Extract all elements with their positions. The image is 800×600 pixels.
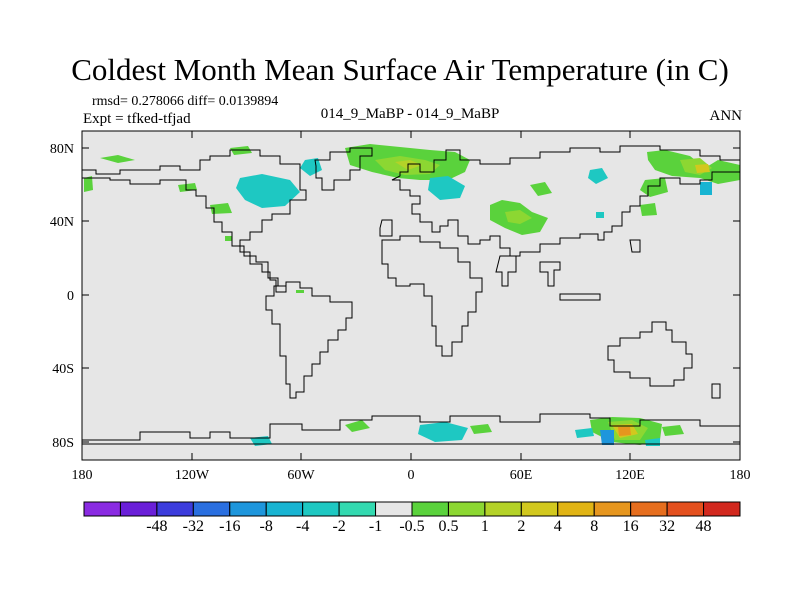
colorbar-label: -0.5 xyxy=(399,518,424,535)
lon-label: 60E xyxy=(510,468,533,483)
colorbar-swatch xyxy=(83,501,121,517)
patch-negative xyxy=(236,174,300,208)
colorbar-swatch xyxy=(156,501,194,517)
latitude-axis: 80N 40N 0 40S 80S xyxy=(50,142,740,451)
patch-positive xyxy=(695,164,710,173)
colorbar-label: -1 xyxy=(369,518,382,535)
colorbar-swatch xyxy=(703,501,741,517)
lon-label: 0 xyxy=(408,468,415,483)
patch-positive xyxy=(505,210,532,224)
lat-label: 80S xyxy=(52,436,74,451)
coastline-antarctica xyxy=(82,413,740,441)
colorbar-swatch xyxy=(192,501,231,517)
colorbar-label: 1 xyxy=(481,518,489,535)
colorbar-swatch xyxy=(338,501,377,517)
patch-negative xyxy=(418,422,468,442)
experiment-text: Expt = tfked-tfjad xyxy=(83,111,191,127)
coastline-africa xyxy=(381,235,483,357)
patch-positive xyxy=(470,424,492,434)
patch-positive xyxy=(225,236,232,241)
colorbar-swatch xyxy=(375,501,413,517)
patch-positive xyxy=(618,427,631,436)
comparison-text: 014_9_MaBP - 014_9_MaBP xyxy=(320,106,500,122)
coastline-india xyxy=(495,255,517,287)
lon-label: 180 xyxy=(730,468,751,483)
colorbar-swatch xyxy=(447,501,486,517)
colorbar-label: -48 xyxy=(146,518,167,535)
coastline-eurasia xyxy=(391,145,741,257)
patch-positive xyxy=(640,178,668,197)
colorbar-labels: -48 -32 -16 -8 -4 -2 -1 -0.5 0.5 1 2 4 8 16 32 48 xyxy=(146,518,711,535)
patch-positive xyxy=(530,182,552,196)
stats-text: rmsd= 0.278066 diff= 0.0139894 xyxy=(92,94,279,109)
lat-label: 40N xyxy=(50,215,74,230)
colorbar-label: 0.5 xyxy=(438,518,458,535)
coastline-north-america xyxy=(82,149,307,293)
colorbar-swatch xyxy=(666,501,705,517)
coastline-greenland xyxy=(314,147,373,191)
lon-label: 120W xyxy=(175,468,210,483)
map-title: Coldest Month Mean Surface Air Temperatu… xyxy=(71,52,729,87)
patch-positive xyxy=(662,425,684,436)
colorbar-label: 2 xyxy=(517,518,525,535)
colorbar-swatch xyxy=(520,501,559,517)
colorbar-swatch xyxy=(593,501,632,517)
coastline-new-zealand xyxy=(711,383,721,399)
coastlines xyxy=(82,145,741,445)
colorbar-swatch xyxy=(484,501,522,517)
patch-positive xyxy=(345,420,370,432)
patch-negative xyxy=(600,430,614,445)
patch-positive xyxy=(84,176,93,192)
coastline-australia xyxy=(607,321,693,387)
colorbar-label: 4 xyxy=(554,518,562,535)
lat-label: 80N xyxy=(50,142,74,157)
patch-negative xyxy=(575,428,594,438)
patch-negative xyxy=(428,176,465,200)
colorbar-label: 16 xyxy=(623,518,639,535)
season-label: ANN xyxy=(709,108,743,124)
patch-positive xyxy=(210,203,232,214)
colorbar-label: -4 xyxy=(296,518,309,535)
lon-label: 120E xyxy=(615,468,645,483)
lon-label: 60W xyxy=(287,468,315,483)
colorbar-label: -2 xyxy=(332,518,345,535)
colorbar-swatch xyxy=(119,501,158,517)
patch-negative xyxy=(588,168,608,184)
colorbar-label: 8 xyxy=(590,518,598,535)
lat-label: 40S xyxy=(52,362,74,377)
patch-positive xyxy=(640,203,657,216)
colorbar-swatch xyxy=(557,501,595,517)
lon-label: 180 xyxy=(72,468,93,483)
colorbar-swatch xyxy=(411,501,449,517)
patch-positive xyxy=(296,290,304,293)
coastline-japan xyxy=(629,239,641,253)
coastline-se-asia xyxy=(539,261,561,287)
colorbar-label: 32 xyxy=(659,518,675,535)
colorbar-label: -32 xyxy=(183,518,204,535)
colorbar-label: -8 xyxy=(260,518,273,535)
patch-negative xyxy=(700,182,712,195)
colorbar-label: 48 xyxy=(696,518,712,535)
colorbar xyxy=(83,501,741,517)
colorbar-label: -16 xyxy=(219,518,240,535)
coastline-indonesia xyxy=(559,293,601,301)
coastline-south-america xyxy=(265,281,353,399)
lat-label: 0 xyxy=(67,289,74,304)
patch-negative xyxy=(596,212,604,218)
longitude-axis: 180 120W 60W 0 60E 120E 180 xyxy=(72,131,751,483)
colorbar-swatch xyxy=(302,501,340,517)
patch-positive xyxy=(100,155,135,163)
colorbar-swatch xyxy=(229,501,267,517)
coastline-europe-south xyxy=(379,219,393,237)
colorbar-swatch xyxy=(265,501,304,517)
colorbar-swatch xyxy=(630,501,668,517)
